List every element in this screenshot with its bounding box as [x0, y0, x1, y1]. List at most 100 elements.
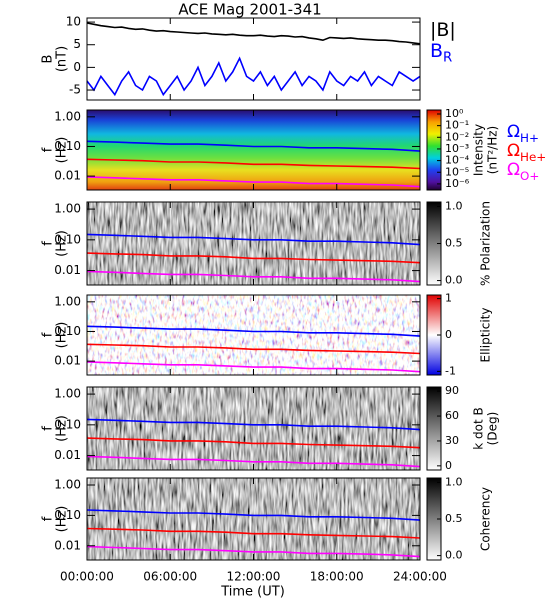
y-axis-label: (Hz): [55, 415, 70, 442]
data-line: [86, 22, 421, 45]
colorbar-tick-label: 10⁻⁵: [445, 165, 469, 178]
colorbar-label: Ellipticity: [479, 308, 493, 363]
legend-name: Ω: [507, 141, 520, 161]
x-tick-label: 00:00:00: [60, 570, 114, 584]
data-line: [86, 270, 421, 283]
colorbar-tick-label: 1: [445, 292, 452, 305]
colorbar-label: % Polarization: [479, 201, 493, 286]
colorbar: [426, 109, 442, 191]
legend-name: B: [430, 40, 443, 62]
y-tick-label: 1.00: [54, 478, 81, 492]
data-line: [86, 418, 421, 431]
legend-entry: BR: [430, 40, 452, 66]
y-tick-label: 0.10: [54, 139, 81, 153]
data-line: [86, 233, 421, 246]
data-line: [86, 140, 421, 152]
spectrogram: [87, 387, 420, 470]
x-tick-label: 18:00:00: [310, 570, 364, 584]
plot-frame: [87, 18, 420, 100]
y-tick-label: 0.01: [54, 538, 81, 552]
chart-title: ACE Mag 2001-341: [178, 1, 321, 19]
colorbar-label: Intensity: [472, 124, 486, 176]
x-axis-label: Time (UT): [220, 585, 285, 600]
colorbar-label: k dot B: [472, 407, 486, 449]
x-tick-label: 24:00:00: [393, 570, 447, 584]
legend-subscript: O+: [520, 168, 539, 182]
data-line: [86, 325, 421, 337]
data-line: [86, 252, 421, 264]
colorbar-tick-label: 0.5: [445, 512, 463, 525]
colorbar-tick-label: 0: [445, 328, 452, 341]
y-tick-label: 5: [73, 37, 81, 51]
colorbar-tick-label: 90: [445, 384, 459, 397]
y-tick-label: 0.01: [54, 448, 81, 462]
y-axis-label: f: [41, 241, 56, 246]
y-axis-label: (Hz): [55, 506, 70, 533]
colorbar-tick-label: 10⁻¹: [445, 119, 469, 132]
y-axis-label: f: [41, 147, 56, 152]
y-tick-label: 1.00: [54, 109, 81, 123]
colorbar-label: (nT²/Hz): [486, 126, 500, 174]
y-tick-label: 0.10: [54, 417, 81, 431]
data-line: [86, 343, 421, 355]
legend-subscript: H+: [520, 130, 539, 144]
y-axis-label: (Hz): [55, 322, 70, 349]
x-tick-label: 06:00:00: [143, 570, 197, 584]
y-axis-label: B: [41, 55, 56, 64]
colorbar-tick-label: 60: [445, 409, 459, 422]
data-line: [86, 545, 421, 558]
y-axis-label: f: [41, 332, 56, 337]
legend-name: |B|: [430, 19, 456, 41]
legend-entry: ΩHe+: [507, 141, 546, 163]
colorbar-tick-label: 1.0: [445, 199, 463, 212]
data-line: [86, 56, 421, 97]
data-line: [86, 527, 421, 539]
y-tick-label: 10: [66, 15, 81, 29]
y-tick-label: 0.01: [54, 354, 81, 368]
spectrogram: [87, 478, 420, 560]
data-line: [86, 361, 421, 373]
legend-subscript: He+: [520, 149, 546, 163]
colorbar-tick-label: -1: [445, 364, 456, 377]
colorbar: [426, 386, 442, 471]
legend-entry: |B|: [430, 19, 456, 41]
y-tick-label: 0.10: [54, 324, 81, 338]
y-tick-label: 0: [73, 60, 81, 74]
legend-name: Ω: [507, 160, 520, 180]
colorbar-tick-label: 0.0: [445, 274, 463, 287]
y-axis-label: (nT): [55, 46, 70, 72]
colorbar-tick-label: 0.5: [445, 237, 463, 250]
data-line: [86, 176, 421, 188]
data-line: [86, 437, 421, 449]
data-line: [86, 455, 421, 468]
colorbar-tick-label: 1.0: [445, 475, 463, 488]
x-tick-label: 12:00:00: [227, 570, 281, 584]
y-axis-label: (Hz): [55, 230, 70, 257]
colorbar-tick-label: 10⁻³: [445, 142, 469, 155]
colorbar-label: (Deg): [486, 412, 500, 446]
y-tick-label: 0.01: [54, 263, 81, 277]
y-axis-label: f: [41, 516, 56, 521]
y-axis-label: f: [41, 426, 56, 431]
y-tick-label: -5: [69, 83, 81, 97]
colorbar-tick-label: 10⁰: [445, 107, 464, 120]
spectrogram: [87, 110, 420, 190]
y-tick-label: 1.00: [54, 387, 81, 401]
colorbar-tick-label: 0.0: [445, 549, 463, 562]
data-line: [86, 158, 421, 170]
legend-subscript: R: [443, 51, 452, 66]
legend-entry: ΩH+: [507, 122, 539, 144]
data-line: [86, 509, 421, 521]
colorbar-tick-label: 10⁻²: [445, 130, 469, 143]
colorbar-label: Coherency: [479, 487, 493, 551]
colorbar-tick-label: 10⁻⁴: [445, 154, 470, 167]
spectrogram: [87, 202, 420, 285]
legend-entry: ΩO+: [507, 160, 539, 182]
spectrogram: [87, 295, 420, 375]
y-axis-label: (Hz): [55, 137, 70, 164]
y-tick-label: 1.00: [54, 294, 81, 308]
y-tick-label: 0.01: [54, 169, 81, 183]
colorbar-tick-label: 30: [445, 434, 459, 447]
y-tick-label: 0.10: [54, 508, 81, 522]
y-tick-label: 1.00: [54, 202, 81, 216]
